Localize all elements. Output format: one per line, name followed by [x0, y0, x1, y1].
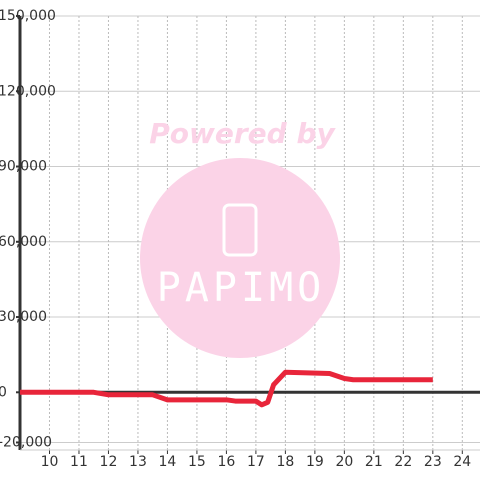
watermark-icon [222, 203, 258, 257]
x-tick-label: 10 [41, 454, 59, 470]
x-tick-label: 22 [394, 454, 412, 470]
x-tick-label: 11 [70, 454, 88, 470]
y-tick-label: 90,000 [0, 159, 47, 175]
y-tick-label: 120,000 [0, 83, 56, 99]
x-tick-label: 23 [424, 454, 442, 470]
watermark-caption: Powered by [149, 117, 336, 150]
series-line [20, 369, 433, 408]
x-tick-label: 21 [365, 454, 383, 470]
watermark-circle [140, 158, 340, 358]
x-tick-label: 12 [100, 454, 118, 470]
x-tick-label: 15 [188, 454, 206, 470]
x-tick-label: 24 [453, 454, 471, 470]
x-tick-label: 16 [217, 454, 235, 470]
x-tick-label: 17 [247, 454, 265, 470]
y-tick-label: 30,000 [0, 309, 47, 325]
y-tick-label: 0 [0, 384, 7, 400]
watermark: Powered by PAPIMO [140, 117, 340, 358]
x-tick-label: 19 [306, 454, 324, 470]
y-tick-label: -20,000 [0, 434, 52, 450]
x-tick-label: 14 [159, 454, 177, 470]
y-tick-label: 60,000 [0, 234, 47, 250]
watermark-brand: PAPIMO [157, 265, 326, 311]
y-tick-label: 150,000 [0, 8, 56, 24]
x-tick-label: 20 [335, 454, 353, 470]
x-tick-label: 18 [276, 454, 294, 470]
x-tick-label: 13 [129, 454, 147, 470]
